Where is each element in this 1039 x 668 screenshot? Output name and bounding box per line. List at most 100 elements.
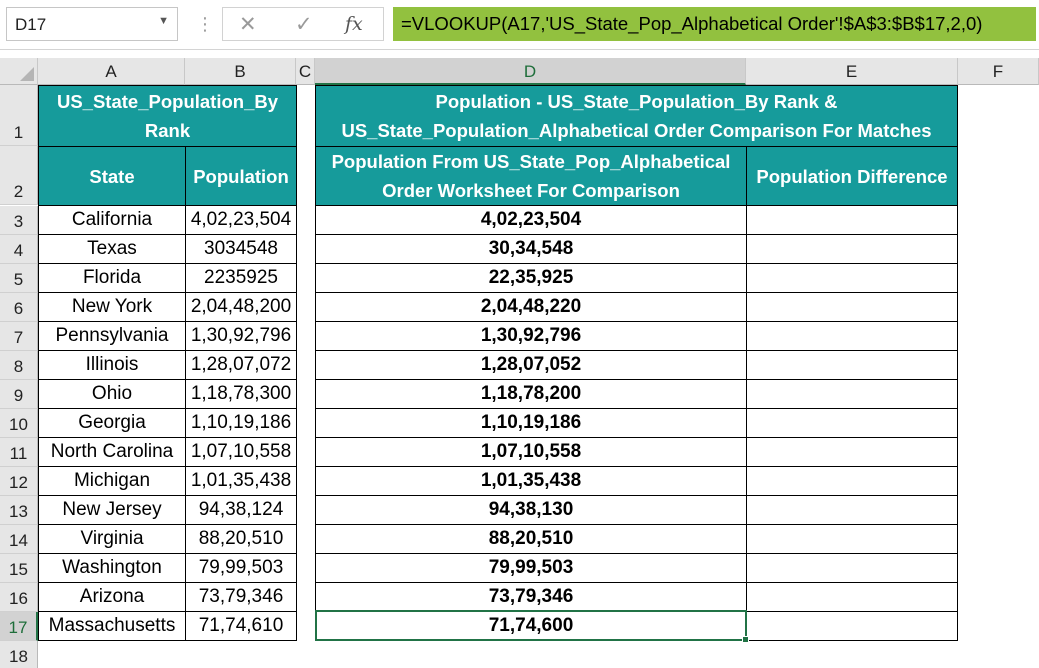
difference-cell[interactable] [747, 583, 958, 612]
state-cell[interactable]: Washington [38, 554, 186, 583]
row-header[interactable]: 8 [0, 351, 38, 380]
population-cell[interactable]: 1,10,19,186 [186, 409, 297, 438]
name-box[interactable]: D17 ▼ [6, 7, 178, 41]
difference-cell[interactable] [747, 554, 958, 583]
fx-icon[interactable]: fx [345, 13, 363, 35]
population-cell[interactable]: 1,18,78,300 [186, 380, 297, 409]
row-header[interactable]: 12 [0, 467, 38, 496]
population-cell[interactable]: 73,79,346 [186, 583, 297, 612]
lookup-population-cell[interactable]: 94,38,130 [315, 496, 747, 525]
population-cell[interactable]: 71,74,610 [186, 612, 297, 641]
state-cell[interactable]: California [38, 206, 186, 235]
row-header-18[interactable]: 18 [0, 641, 38, 668]
lookup-population-cell[interactable]: 73,79,346 [315, 583, 747, 612]
lookup-population-cell[interactable]: 1,18,78,200 [315, 380, 747, 409]
population-cell[interactable]: 88,20,510 [186, 525, 297, 554]
header-cell-b2[interactable]: Population [186, 147, 297, 206]
difference-cell[interactable] [747, 409, 958, 438]
row-header[interactable]: 7 [0, 322, 38, 351]
population-cell[interactable]: 4,02,23,504 [186, 206, 297, 235]
difference-cell[interactable] [747, 496, 958, 525]
difference-cell[interactable] [747, 351, 958, 380]
difference-cell[interactable] [747, 322, 958, 351]
population-cell[interactable]: 1,01,35,438 [186, 467, 297, 496]
row-header[interactable]: 16 [0, 583, 38, 612]
row-header[interactable]: 6 [0, 293, 38, 322]
row-header[interactable]: 5 [0, 264, 38, 293]
state-cell[interactable]: Ohio [38, 380, 186, 409]
lookup-population-cell[interactable]: 30,34,548 [315, 235, 747, 264]
difference-cell[interactable] [747, 293, 958, 322]
row-header-1[interactable]: 1 [0, 85, 38, 146]
lookup-population-cell[interactable]: 1,10,19,186 [315, 409, 747, 438]
state-cell[interactable]: New York [38, 293, 186, 322]
header-cell-d1-e1[interactable]: Population - US_State_Population_By Rank… [315, 85, 958, 147]
header-cell-a1-b1[interactable]: US_State_Population_By Rank [38, 85, 297, 147]
population-cell[interactable]: 1,07,10,558 [186, 438, 297, 467]
difference-cell[interactable] [747, 235, 958, 264]
column-header-d[interactable]: D [315, 58, 746, 85]
difference-cell[interactable] [747, 264, 958, 293]
check-icon[interactable]: ✓ [295, 13, 313, 36]
row-header[interactable]: 4 [0, 235, 38, 264]
row-header[interactable]: 11 [0, 438, 38, 467]
column-header-b[interactable]: B [185, 58, 296, 85]
lookup-population-cell[interactable]: 2,04,48,220 [315, 293, 747, 322]
difference-cell[interactable] [747, 525, 958, 554]
close-icon[interactable]: ✕ [239, 13, 257, 36]
population-cell[interactable]: 1,28,07,072 [186, 351, 297, 380]
difference-cell[interactable] [747, 206, 958, 235]
row-header[interactable]: 14 [0, 525, 38, 554]
difference-cell[interactable] [747, 467, 958, 496]
state-cell[interactable]: Arizona [38, 583, 186, 612]
lookup-population-cell[interactable]: 1,28,07,052 [315, 351, 747, 380]
population-cell[interactable]: 79,99,503 [186, 554, 297, 583]
state-cell[interactable]: Georgia [38, 409, 186, 438]
fill-handle[interactable] [742, 636, 749, 643]
difference-cell[interactable] [747, 612, 958, 641]
header-cell-a2[interactable]: State [38, 147, 186, 206]
column-header-c[interactable]: C [296, 58, 315, 85]
state-cell[interactable]: Virginia [38, 525, 186, 554]
column-header-e[interactable]: E [746, 58, 958, 85]
population-cell[interactable]: 1,30,92,796 [186, 322, 297, 351]
header-cell-d2[interactable]: Population From US_State_Pop_Alphabetica… [315, 147, 747, 206]
lookup-population-cell[interactable]: 1,07,10,558 [315, 438, 747, 467]
column-header-a[interactable]: A [38, 58, 185, 85]
more-options-icon[interactable]: ⋮ [196, 14, 214, 34]
state-cell[interactable]: Massachusetts [38, 612, 186, 641]
lookup-population-cell[interactable]: 22,35,925 [315, 264, 747, 293]
state-cell[interactable]: Florida [38, 264, 186, 293]
lookup-population-cell[interactable]: 1,01,35,438 [315, 467, 747, 496]
row-header-selected[interactable]: 17 [0, 612, 38, 641]
header-cell-e2[interactable]: Population Difference [747, 147, 958, 206]
row-header[interactable]: 9 [0, 380, 38, 409]
row-header[interactable]: 15 [0, 554, 38, 583]
state-cell[interactable]: Michigan [38, 467, 186, 496]
difference-cell[interactable] [747, 438, 958, 467]
row-header[interactable]: 13 [0, 496, 38, 525]
active-cell-d17[interactable]: 71,74,600 [315, 612, 747, 641]
lookup-population-cell[interactable]: 1,30,92,796 [315, 322, 747, 351]
lookup-population-cell[interactable]: 4,02,23,504 [315, 206, 747, 235]
row-header-2[interactable]: 2 [0, 146, 38, 205]
population-cell[interactable]: 3034548 [186, 235, 297, 264]
column-header-f[interactable]: F [958, 58, 1039, 85]
state-cell[interactable]: Texas [38, 235, 186, 264]
difference-cell[interactable] [747, 380, 958, 409]
state-cell[interactable]: Pennsylvania [38, 322, 186, 351]
population-cell[interactable]: 2235925 [186, 264, 297, 293]
row-header[interactable]: 10 [0, 409, 38, 438]
population-cell[interactable]: 94,38,124 [186, 496, 297, 525]
select-all-button[interactable] [0, 58, 38, 85]
state-cell[interactable]: New Jersey [38, 496, 186, 525]
chevron-down-icon[interactable]: ▼ [158, 15, 169, 27]
state-cell[interactable]: North Carolina [38, 438, 186, 467]
lookup-population-cell[interactable]: 88,20,510 [315, 525, 747, 554]
lookup-population-cell[interactable]: 79,99,503 [315, 554, 747, 583]
formula-input[interactable]: =VLOOKUP(A17,'US_State_Pop_Alphabetical … [393, 7, 1036, 41]
row-header[interactable]: 3 [0, 206, 38, 235]
state-cell[interactable]: Illinois [38, 351, 186, 380]
population-cell[interactable]: 2,04,48,200 [186, 293, 297, 322]
formula-bar: D17 ▼ ⋮ ✕ ✓ fx =VLOOKUP(A17,'US_State_Po… [0, 0, 1039, 50]
